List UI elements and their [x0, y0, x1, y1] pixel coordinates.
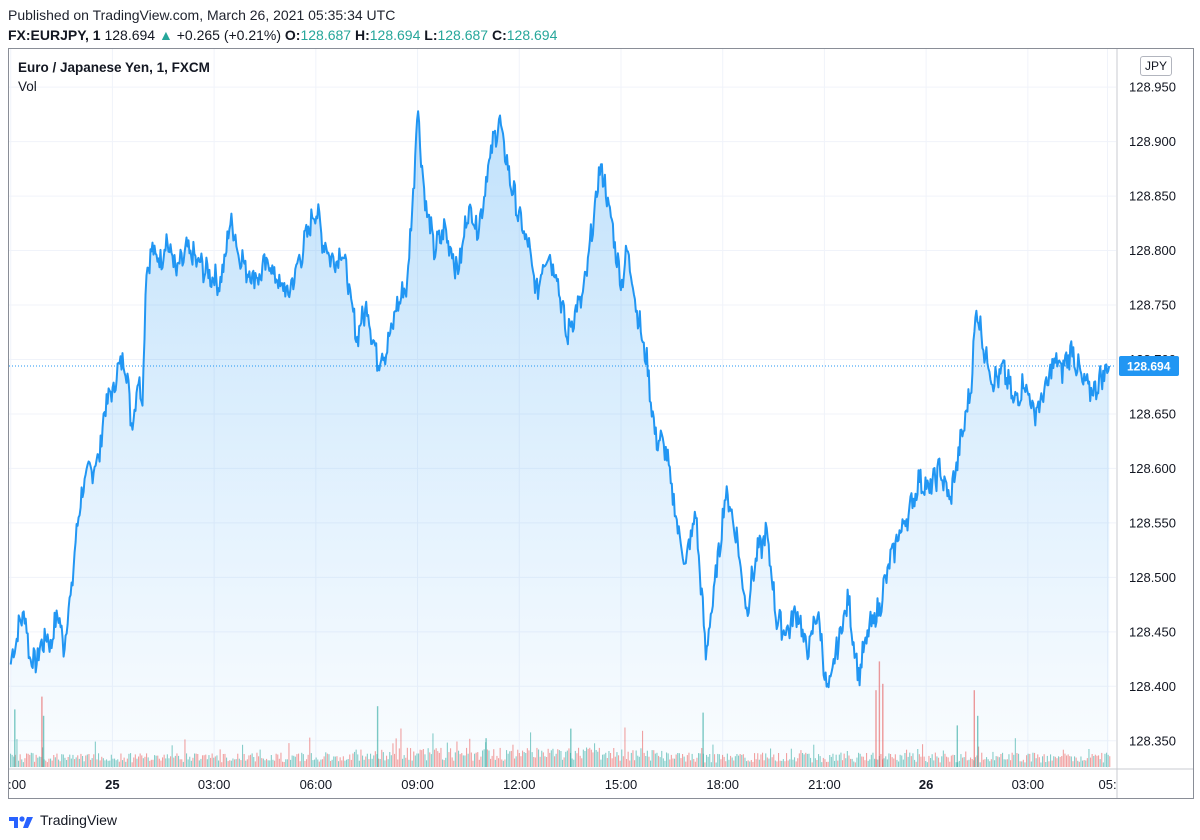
- x-tick-label: 05:: [1098, 777, 1116, 792]
- last-price: 128.694: [104, 27, 156, 43]
- up-arrow-icon: ▲: [158, 27, 173, 43]
- last-price-label-text: 128.694: [1127, 360, 1171, 374]
- y-tick-label: 128.450: [1129, 624, 1176, 639]
- footer-brand[interactable]: TradingView: [8, 806, 117, 834]
- y-tick-label: 128.850: [1129, 189, 1176, 204]
- close-label: C:: [491, 27, 507, 43]
- open-value: 128.687: [300, 27, 352, 43]
- y-tick-label: 128.500: [1129, 570, 1176, 585]
- high-value: 128.694: [369, 27, 421, 43]
- open-label: O:: [284, 27, 301, 43]
- x-tick-label: 12:00: [503, 777, 536, 792]
- y-tick-label: 128.350: [1129, 733, 1176, 748]
- y-tick-label: 128.950: [1129, 80, 1176, 95]
- price-line: [9, 110, 1111, 689]
- published-caption: Published on TradingView.com, March 26, …: [8, 7, 396, 23]
- x-tick-label: 21:00: [808, 777, 841, 792]
- x-tick-label: 06:00: [300, 777, 333, 792]
- x-tick-label: :00: [8, 777, 26, 792]
- symbol-label: FX:EURJPY, 1: [8, 27, 101, 43]
- volume-bar: [1109, 756, 1111, 767]
- y-tick-label: 128.650: [1129, 406, 1176, 421]
- y-tick-label: 128.900: [1129, 134, 1176, 149]
- x-tick-label: 18:00: [706, 777, 739, 792]
- y-tick-label: 128.400: [1129, 679, 1176, 694]
- chart-frame[interactable]: [8, 48, 1194, 799]
- x-tick-label: 03:00: [1012, 777, 1045, 792]
- currency-button[interactable]: JPY: [1140, 56, 1172, 76]
- quote-line: FX:EURJPY, 1 128.694 ▲ +0.265 (+0.21%) O…: [8, 27, 557, 43]
- last-price-label: 128.694: [1119, 356, 1179, 377]
- x-tick-label: 03:00: [198, 777, 231, 792]
- y-tick-label: 128.750: [1129, 298, 1176, 313]
- price-area: [10, 111, 1110, 768]
- close-value: 128.694: [506, 27, 558, 43]
- volume-bar: [10, 753, 12, 767]
- y-tick-label: 128.800: [1129, 243, 1176, 258]
- y-tick-label: 128.550: [1129, 515, 1176, 530]
- x-tick-label: 09:00: [401, 777, 434, 792]
- x-tick-label: 15:00: [605, 777, 638, 792]
- low-value: 128.687: [437, 27, 489, 43]
- low-label: L:: [424, 27, 438, 43]
- volume-legend: Vol: [18, 79, 37, 94]
- tradingview-logo-icon: [9, 816, 33, 828]
- high-label: H:: [354, 27, 370, 43]
- series-legend-title: Euro / Japanese Yen, 1, FXCM: [18, 60, 210, 75]
- x-tick-label: 25: [105, 777, 119, 792]
- price-change: +0.265 (+0.21%): [176, 27, 282, 43]
- brand-name: TradingView: [40, 812, 118, 828]
- x-tick-label: 26: [919, 777, 933, 792]
- y-tick-label: 128.600: [1129, 461, 1176, 476]
